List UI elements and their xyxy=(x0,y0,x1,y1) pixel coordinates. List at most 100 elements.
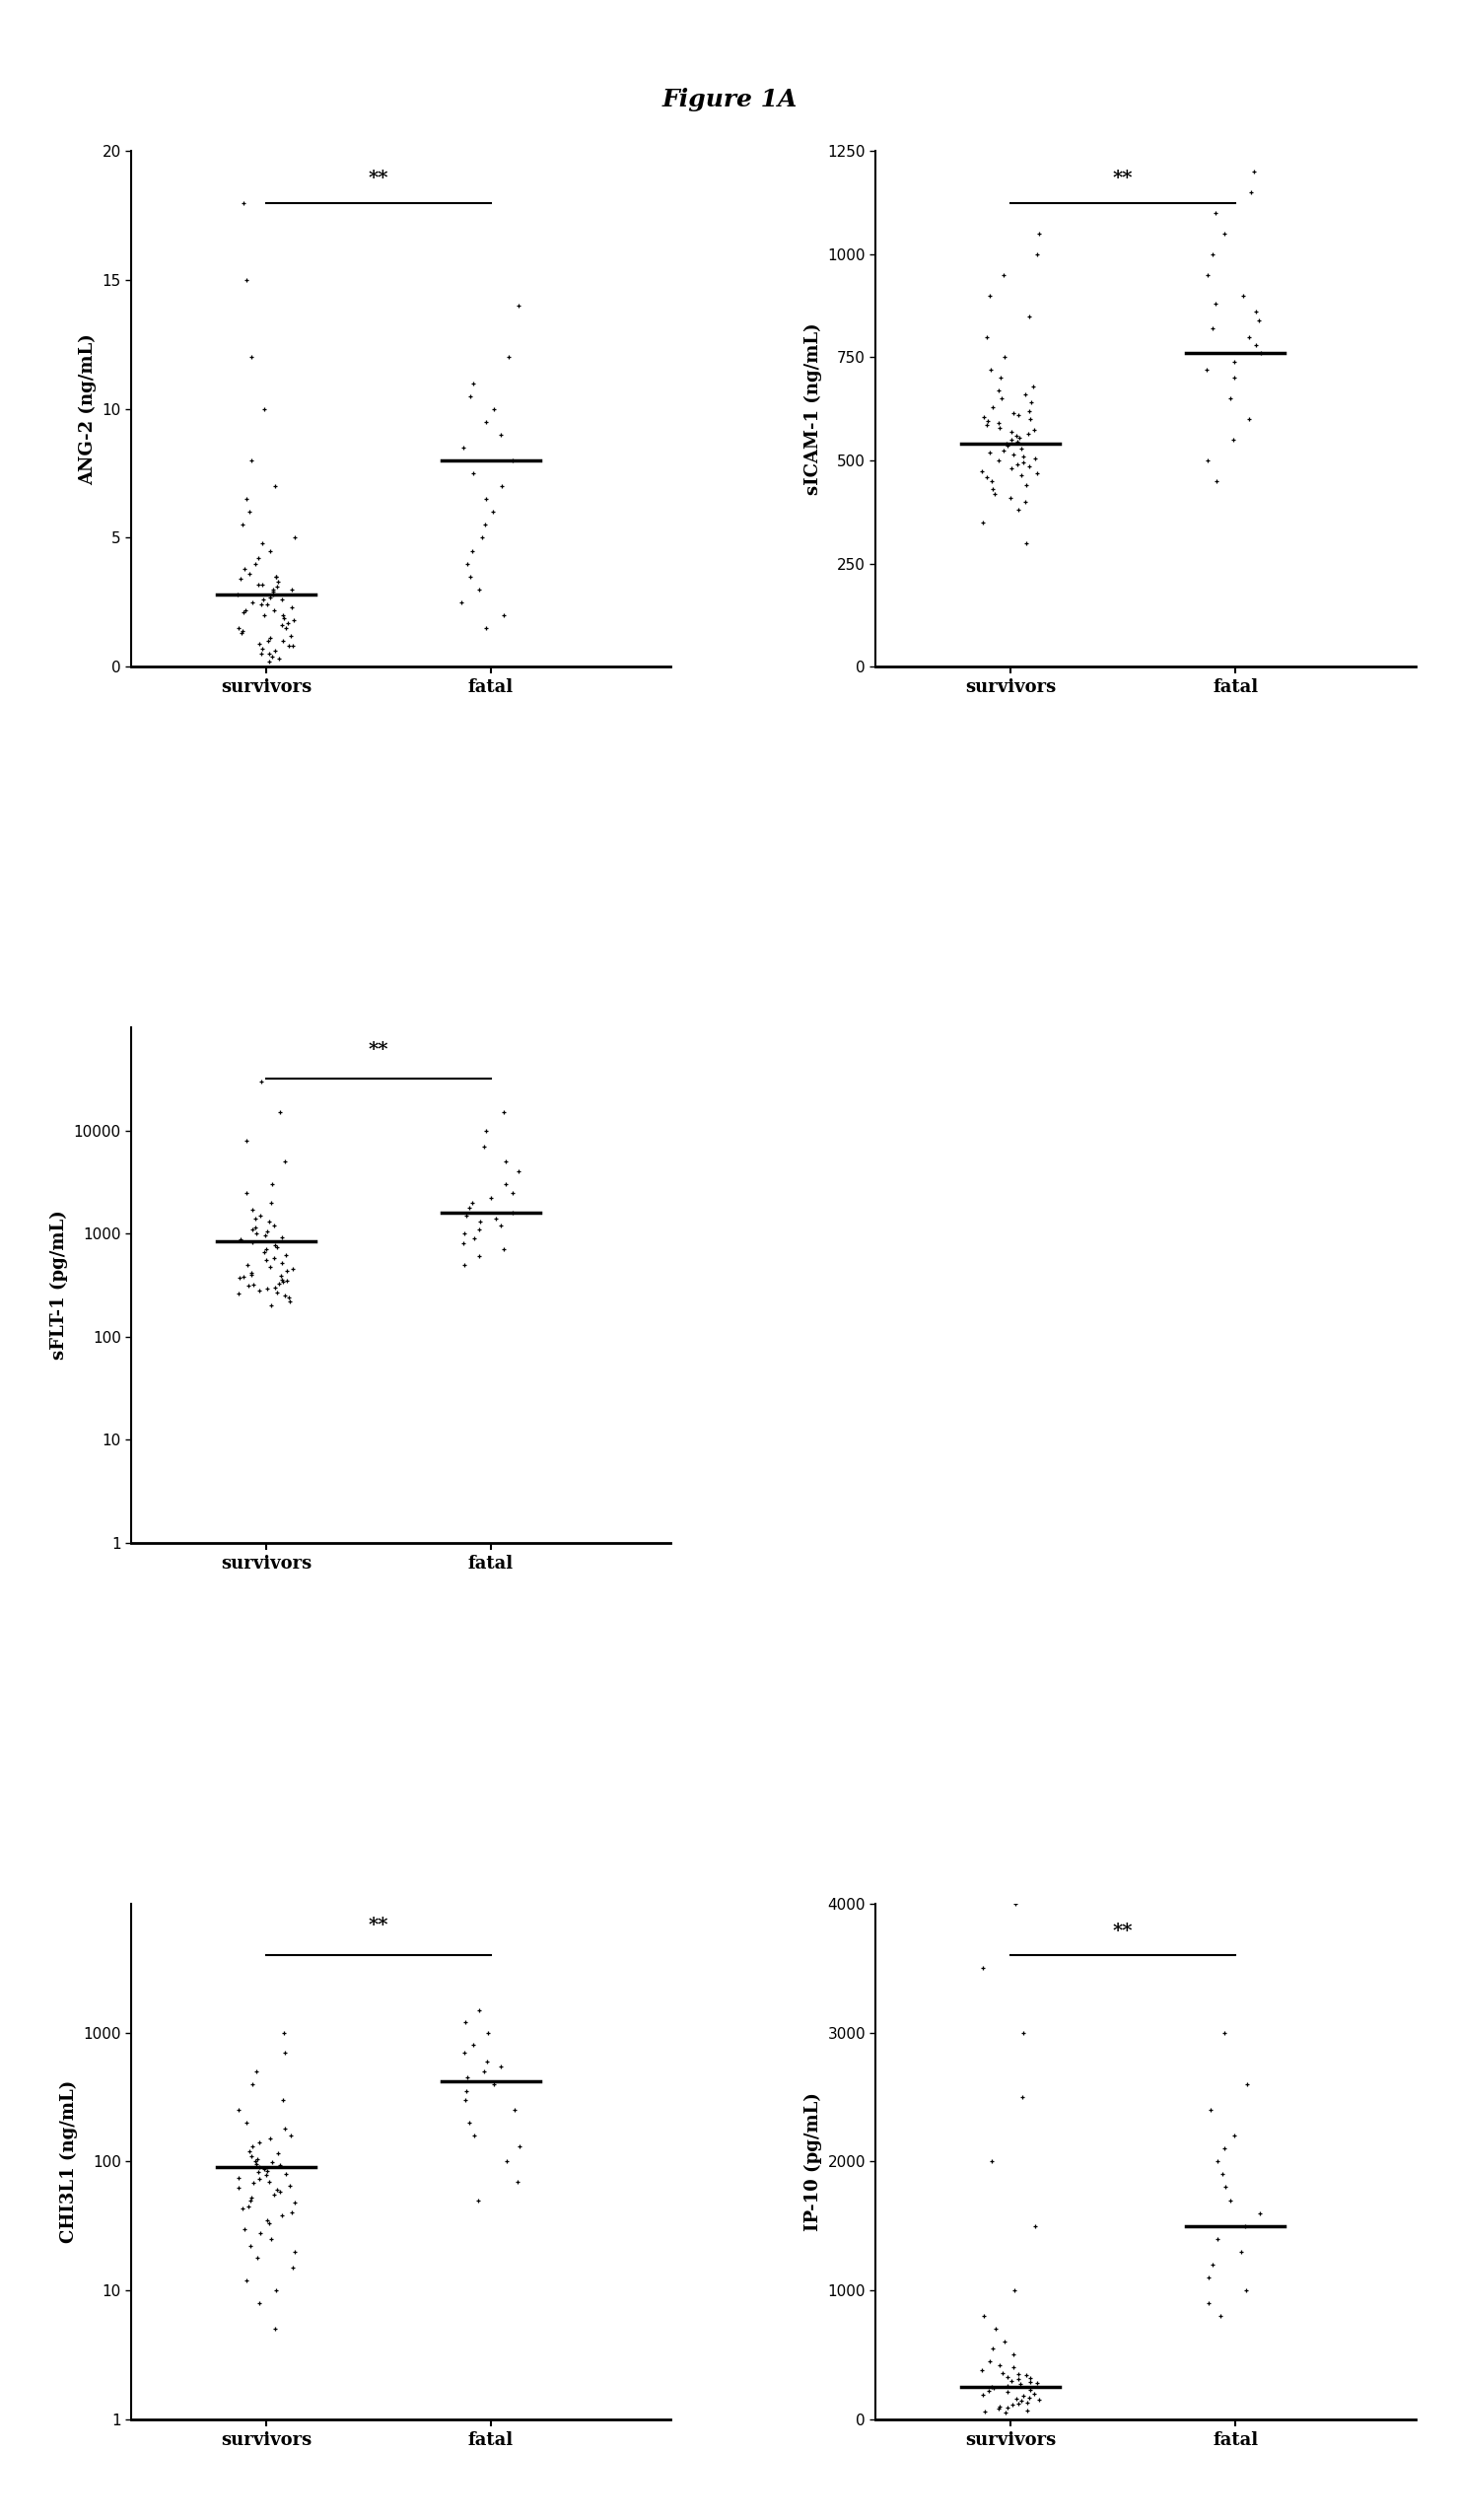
Point xyxy=(236,1265,260,1305)
Point xyxy=(229,559,252,600)
Point xyxy=(271,1263,295,1303)
Point xyxy=(458,557,481,597)
Point xyxy=(1027,214,1050,255)
Point xyxy=(454,2079,477,2119)
Point xyxy=(498,338,521,378)
Point xyxy=(1245,325,1268,365)
Point xyxy=(992,338,1015,378)
Point xyxy=(455,544,479,585)
Point xyxy=(257,640,280,680)
Point xyxy=(260,1285,283,1326)
Point xyxy=(231,504,254,544)
Point xyxy=(1023,2374,1046,2414)
Point xyxy=(235,479,258,519)
Point xyxy=(455,2056,479,2097)
Point xyxy=(283,2230,306,2271)
Point xyxy=(1204,194,1227,234)
Point xyxy=(279,2165,302,2205)
Point xyxy=(270,1255,293,1295)
Point xyxy=(506,1152,530,1192)
Point xyxy=(1201,307,1224,348)
Point xyxy=(241,441,264,481)
Point xyxy=(979,461,1002,501)
Point xyxy=(975,456,998,496)
Point xyxy=(1005,416,1029,456)
Point xyxy=(280,2192,303,2233)
Point xyxy=(1223,358,1246,398)
Point xyxy=(239,2180,263,2220)
Point xyxy=(251,564,274,605)
Point xyxy=(229,1220,252,1260)
Point xyxy=(232,1257,255,1298)
Point xyxy=(1007,396,1030,436)
Y-axis label: sFLT-1 (pg/mL): sFLT-1 (pg/mL) xyxy=(50,1210,69,1361)
Text: **: ** xyxy=(369,1918,388,1935)
Point xyxy=(481,491,505,532)
Point xyxy=(249,633,273,673)
Point xyxy=(260,1164,283,1205)
Point xyxy=(1205,2218,1228,2258)
Point xyxy=(474,479,498,519)
Point xyxy=(241,1222,264,1263)
Point xyxy=(279,2114,302,2155)
Point xyxy=(451,1225,474,1265)
Point xyxy=(495,2142,518,2182)
Point xyxy=(283,600,306,640)
Point xyxy=(988,370,1011,411)
Point xyxy=(235,1121,258,1162)
Point xyxy=(245,2238,268,2278)
Point xyxy=(258,577,282,617)
Point xyxy=(247,2160,270,2200)
Point xyxy=(1014,481,1037,522)
Point xyxy=(980,2328,1004,2369)
Point xyxy=(972,2296,995,2336)
Point xyxy=(228,1257,251,1298)
Point xyxy=(1011,2076,1034,2117)
Point xyxy=(481,2064,505,2104)
Point xyxy=(1015,2381,1039,2422)
Point xyxy=(280,1247,303,1288)
Point xyxy=(247,539,270,580)
Text: **: ** xyxy=(1113,169,1134,186)
Point xyxy=(264,557,287,597)
Point xyxy=(973,2391,996,2432)
Point xyxy=(235,2260,258,2301)
Point xyxy=(245,2139,268,2180)
Point xyxy=(1015,2389,1039,2429)
Point xyxy=(261,570,285,610)
Point xyxy=(274,1235,298,1275)
Point xyxy=(1007,2384,1030,2424)
Point xyxy=(978,431,1001,471)
Point xyxy=(502,441,525,481)
Point xyxy=(479,1179,502,1220)
Point xyxy=(283,517,306,557)
Point xyxy=(1214,2167,1237,2208)
Point xyxy=(1249,333,1272,373)
Point xyxy=(1014,2356,1037,2397)
Point xyxy=(252,2150,276,2190)
Point xyxy=(267,638,290,678)
Point xyxy=(1011,436,1034,476)
Point xyxy=(248,622,271,663)
Point xyxy=(255,1212,279,1252)
Point xyxy=(248,2283,271,2323)
Point xyxy=(461,532,484,572)
Point xyxy=(1018,2361,1042,2402)
Point xyxy=(235,2102,258,2142)
Point xyxy=(254,1240,277,1280)
Point xyxy=(452,1245,476,1285)
Point xyxy=(1018,295,1042,335)
Point xyxy=(282,625,305,665)
Point xyxy=(458,2102,481,2142)
Point xyxy=(263,2175,286,2215)
Point xyxy=(263,1225,286,1265)
Point xyxy=(976,401,999,441)
Point xyxy=(251,627,274,668)
Point xyxy=(261,572,285,612)
Text: **: ** xyxy=(369,1041,388,1058)
Point xyxy=(1005,2379,1029,2419)
Point xyxy=(1236,2064,1259,2104)
Point xyxy=(1014,466,1037,507)
Point xyxy=(244,544,267,585)
Point xyxy=(1020,383,1043,423)
